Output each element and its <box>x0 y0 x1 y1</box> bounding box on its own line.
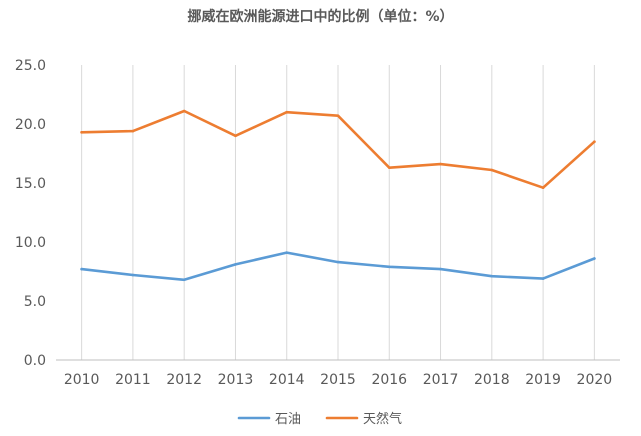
x-tick-label: 2010 <box>64 372 100 388</box>
x-tick-label: 2011 <box>115 372 151 388</box>
data-point <box>285 110 289 114</box>
y-tick-label: 15.0 <box>15 176 46 192</box>
data-point <box>490 274 494 278</box>
data-point <box>182 278 186 282</box>
data-point <box>336 114 340 118</box>
x-tick-label: 2012 <box>166 372 202 388</box>
x-tick-label: 2014 <box>269 372 305 388</box>
data-point <box>285 251 289 254</box>
data-point <box>80 267 83 271</box>
data-point <box>80 130 83 134</box>
series-layer <box>80 109 596 282</box>
data-point <box>131 273 135 277</box>
grid-layer <box>81 65 595 360</box>
data-point <box>541 277 545 280</box>
x-tick-label: 2017 <box>423 372 459 388</box>
x-tick-label: 2013 <box>218 372 254 388</box>
y-tick-label: 0.0 <box>24 353 46 369</box>
data-point <box>336 260 340 264</box>
x-tick-label: 2018 <box>474 372 510 388</box>
axis-layer: 0.0 5.0 10.0 15.0 20.0 25.0 2010 2011 2012 2013 20… <box>15 58 620 388</box>
legend-label-0: 石油 <box>275 412 301 427</box>
legend: 石油 天然气 <box>237 411 402 427</box>
data-point <box>593 140 596 143</box>
data-point <box>439 162 442 166</box>
x-tick-label: 2015 <box>320 372 356 388</box>
data-point <box>490 168 494 172</box>
data-point <box>131 129 135 133</box>
x-tick-label: 2019 <box>525 372 561 388</box>
data-point <box>182 109 186 113</box>
x-tick-label: 2020 <box>577 372 613 388</box>
y-tick-label: 20.0 <box>15 117 46 133</box>
legend-label-1: 天然气 <box>363 411 402 427</box>
data-point <box>387 265 391 269</box>
data-point <box>439 267 442 271</box>
y-tick-label: 5.0 <box>24 294 46 310</box>
chart-title: 挪威在欧洲能源进口中的比例（单位：%） <box>187 9 454 25</box>
data-point <box>541 186 545 190</box>
x-tick-label: 2016 <box>371 372 407 388</box>
data-point <box>387 166 391 169</box>
data-point <box>234 263 237 266</box>
data-point <box>593 257 596 260</box>
y-tick-label: 25.0 <box>15 58 46 74</box>
data-point <box>234 134 237 138</box>
y-tick-label: 10.0 <box>15 235 46 251</box>
